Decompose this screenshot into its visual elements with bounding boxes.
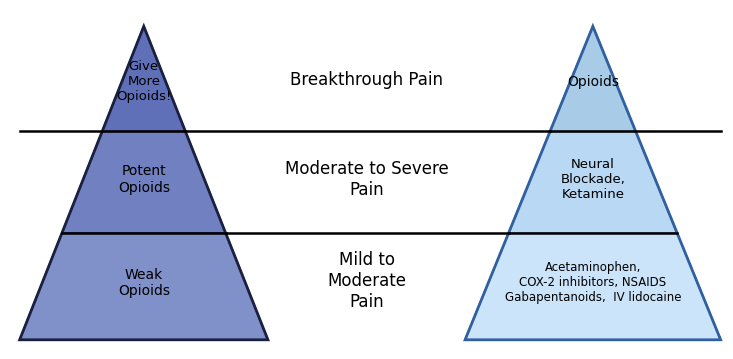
Polygon shape [62,131,226,233]
Polygon shape [102,26,185,131]
Text: Give
More
Opioids!: Give More Opioids! [116,60,172,103]
Polygon shape [509,131,677,233]
Text: Moderate to Severe
Pain: Moderate to Severe Pain [284,160,449,199]
Polygon shape [20,233,268,340]
Text: Neural
Blockade,
Ketamine: Neural Blockade, Ketamine [561,158,625,201]
Text: Acetaminophen,
COX-2 inhibitors, NSAIDS
Gabapentanoids,  IV lidocaine: Acetaminophen, COX-2 inhibitors, NSAIDS … [504,261,681,304]
Text: Breakthrough Pain: Breakthrough Pain [290,71,443,89]
Text: Mild to
Moderate
Pain: Mild to Moderate Pain [327,251,406,311]
Polygon shape [465,233,721,340]
Text: Weak
Opioids: Weak Opioids [118,268,170,298]
Text: Potent
Opioids: Potent Opioids [118,164,170,195]
Polygon shape [550,26,636,131]
Text: Opioids: Opioids [567,75,619,89]
